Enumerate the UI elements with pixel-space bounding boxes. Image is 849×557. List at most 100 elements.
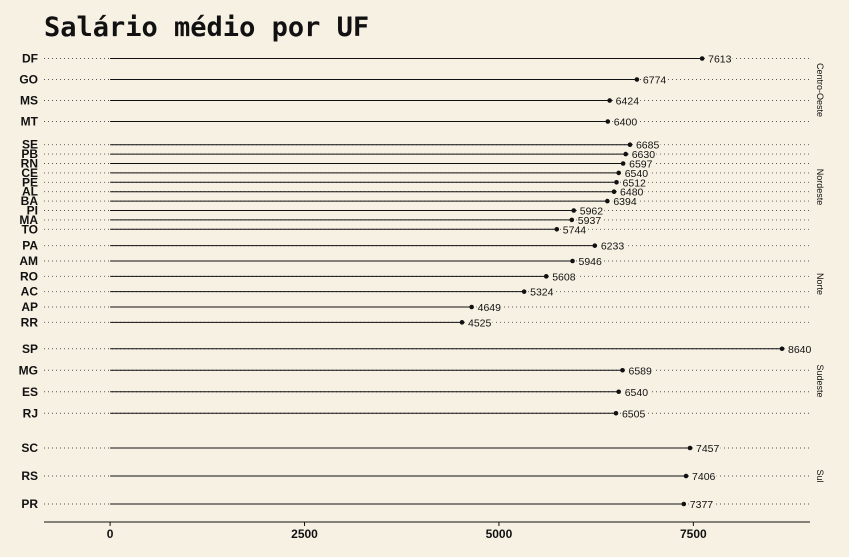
point-ac	[521, 289, 527, 294]
point-ro	[543, 274, 549, 279]
x-tick-label-2: 5000	[486, 527, 513, 541]
value-label-bg-pr	[688, 499, 715, 511]
uf-label-pb: PB	[21, 147, 38, 161]
value-label-rj: 6505	[622, 408, 646, 420]
value-label-pb: 6630	[632, 149, 656, 161]
value-label-bg-rn	[628, 158, 654, 171]
facet-centro-oeste: DF 7613 GO 6774 MS 6424 MT 6400 Centro-Oeste	[19, 52, 825, 129]
point-am	[570, 258, 575, 264]
value-label-bg-ba	[612, 196, 638, 209]
point-ma	[569, 217, 575, 223]
value-label-bg-pe	[621, 177, 648, 190]
facet-label-norte: Norte	[815, 273, 825, 295]
point-pa	[592, 243, 598, 248]
uf-label-rr: RR	[21, 315, 39, 329]
point-rs	[683, 473, 689, 479]
facet-label-sul: Sul	[815, 469, 825, 482]
point-rr	[459, 320, 465, 325]
value-label-bg-pb	[630, 149, 657, 162]
x-tick-label-1: 2500	[291, 527, 318, 541]
uf-label-ce: CE	[21, 166, 38, 180]
value-label-es: 6540	[625, 387, 649, 399]
point-ms	[607, 98, 612, 103]
value-label-ba: 6394	[613, 196, 637, 208]
value-label-sp: 8640	[788, 344, 812, 356]
facet-nordeste: SE 6685 PB 6630 RN 6597 CE 6540 PE 6512 AL 6480 BA 63…	[19, 138, 825, 237]
uf-label-ma: MA	[19, 213, 38, 227]
uf-label-sp: SP	[22, 342, 38, 356]
uf-label-am: AM	[19, 254, 38, 268]
value-label-bg-ap	[476, 302, 503, 314]
value-label-bg-mt	[612, 116, 639, 129]
chart-panels: DF 7613 GO 6774 MS 6424 MT 6400 Centro-Oeste SE 66…	[19, 52, 825, 511]
uf-label-rn: RN	[21, 157, 38, 171]
value-label-bg-ms	[614, 95, 641, 108]
facet-sudeste: SP 8640 MG 6589 ES 6540 RJ 6505 Sudeste	[19, 342, 825, 421]
uf-label-pr: PR	[21, 497, 38, 511]
chart-title: Salário médio por UF	[44, 12, 369, 43]
uf-label-pa: PA	[22, 239, 38, 253]
uf-label-df: DF	[22, 52, 38, 66]
point-rj	[613, 410, 619, 416]
uf-label-ba: BA	[21, 194, 39, 208]
uf-label-rs: RS	[21, 469, 38, 483]
uf-label-rj: RJ	[23, 406, 38, 420]
value-label-bg-mg	[627, 365, 654, 378]
value-label-go: 6774	[643, 75, 667, 87]
value-label-bg-df	[707, 53, 733, 66]
point-ap	[469, 304, 474, 310]
point-sp	[779, 346, 785, 352]
value-label-mt: 6400	[614, 117, 638, 129]
facet-label-nordeste: Nordeste	[815, 169, 825, 206]
point-es	[616, 389, 621, 395]
uf-label-al: AL	[22, 185, 38, 199]
value-label-ac: 5324	[530, 287, 554, 299]
value-label-bg-ro	[551, 271, 577, 284]
value-label-mg: 6589	[629, 365, 653, 377]
point-pb	[623, 151, 628, 157]
x-tick-label-0: 0	[107, 527, 114, 541]
point-al	[611, 189, 617, 194]
point-mt	[605, 119, 611, 124]
value-label-pe: 6512	[623, 177, 647, 189]
value-label-bg-ma	[576, 214, 603, 227]
value-label-ms: 6424	[616, 96, 640, 108]
value-label-bg-pi	[578, 205, 605, 218]
value-label-rn: 6597	[629, 159, 653, 171]
point-ba	[605, 198, 610, 204]
value-label-bg-rs	[691, 471, 717, 483]
point-pe	[614, 180, 619, 185]
facet-label-sudeste: Sudeste	[815, 364, 825, 397]
point-sc	[687, 445, 693, 451]
facet-sul: SC 7457 RS 7406 PR 7377 Sul	[21, 441, 825, 511]
value-label-pi: 5962	[580, 206, 604, 218]
uf-label-es: ES	[22, 385, 38, 399]
value-label-bg-sp	[787, 343, 813, 356]
value-label-bg-pa	[599, 240, 626, 253]
point-ce	[616, 170, 621, 176]
value-label-df: 7613	[708, 54, 732, 66]
value-label-bg-to	[561, 224, 588, 237]
point-pr	[681, 501, 687, 507]
value-label-am: 5946	[579, 256, 603, 268]
value-label-bg-sc	[695, 443, 721, 455]
value-label-bg-rr	[466, 317, 493, 330]
value-label-bg-al	[619, 186, 645, 199]
uf-label-to: TO	[22, 222, 38, 236]
uf-label-pe: PE	[22, 175, 38, 189]
x-axis: 0 2500 5000 7500	[44, 521, 810, 541]
uf-label-mg: MG	[19, 363, 38, 377]
value-label-al: 6480	[620, 187, 644, 199]
value-label-bg-se	[634, 139, 661, 152]
uf-label-se: SE	[22, 138, 38, 152]
uf-label-ap: AP	[21, 300, 38, 314]
value-label-bg-ce	[623, 167, 650, 180]
value-label-ro: 5608	[552, 271, 576, 283]
value-label-se: 6685	[636, 140, 660, 152]
value-label-bg-go	[641, 74, 668, 87]
point-mg	[620, 367, 625, 373]
point-rn	[620, 161, 626, 166]
uf-label-mt: MT	[21, 115, 39, 129]
facet-norte: PA 6233 AM 5946 RO 5608 AC 5324 AP 4649 RR 4525 Nort…	[19, 239, 825, 330]
